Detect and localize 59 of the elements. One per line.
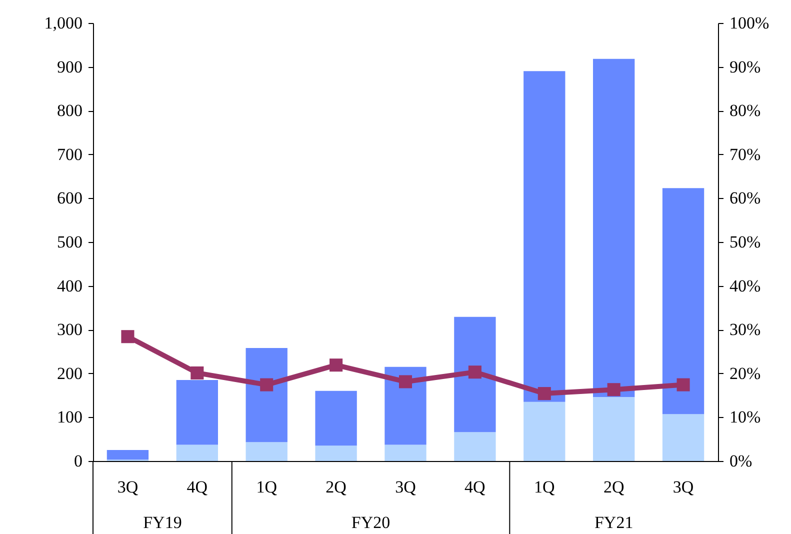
- bar: [384, 444, 426, 461]
- y2-tick-label: 90%: [730, 57, 761, 76]
- y-tick-label: 0: [74, 452, 82, 470]
- text: FY19: [143, 513, 182, 532]
- x-tick-label: 2Q: [326, 478, 346, 496]
- point: [607, 383, 620, 396]
- point: [121, 330, 134, 344]
- x-tick-label: 1Q: [256, 478, 277, 496]
- point: [468, 366, 482, 379]
- x-tick-label: 4Q: [186, 478, 208, 496]
- bar: [315, 390, 357, 446]
- y2-tick-label: 60%: [730, 188, 761, 208]
- point: [330, 358, 343, 372]
- y2-tick-label: 30%: [730, 320, 761, 340]
- y-tick-label: 1,000: [44, 14, 82, 32]
- bar: [454, 432, 496, 461]
- bar: [593, 397, 635, 461]
- bar: [246, 442, 288, 461]
- y2-tick-label: 50%: [730, 232, 761, 252]
- y-tick-label: 200: [57, 364, 82, 383]
- point: [676, 378, 690, 392]
- bar: [106, 450, 149, 460]
- y-tick-label: 700: [57, 144, 82, 164]
- x-tick-label: 3Q: [395, 478, 416, 496]
- bar: [176, 380, 218, 445]
- bar: [593, 58, 635, 398]
- bar: [315, 446, 357, 461]
- x-tick-label: 3Q: [117, 478, 138, 496]
- y2-tick-label: 80%: [730, 101, 761, 120]
- x-tick-label: 1Q: [534, 478, 555, 496]
- bar: [454, 316, 496, 432]
- x-tick-label: 3Q: [672, 478, 694, 496]
- y2-tick-label: 100%: [730, 14, 770, 32]
- y-tick-label: 900: [57, 57, 82, 76]
- y-tick-label: 600: [57, 188, 82, 208]
- y-tick-label: 800: [57, 101, 82, 120]
- x-tick-label: 4Q: [464, 478, 486, 496]
- y-tick-label: 300: [57, 320, 82, 340]
- y2-tick-label: 10%: [730, 408, 761, 427]
- x-tick-label: 2Q: [603, 478, 624, 496]
- y2-tick-label: 0%: [730, 452, 752, 470]
- y-tick-label: 100: [57, 408, 82, 427]
- point: [398, 375, 412, 388]
- bar: [524, 71, 566, 402]
- bar: [662, 188, 704, 414]
- bar: [246, 348, 288, 442]
- y-tick-label: 400: [57, 276, 82, 296]
- y-tick-label: 500: [57, 232, 82, 252]
- y2-tick-label: 70%: [730, 144, 761, 164]
- y2-tick-label: 20%: [730, 364, 761, 383]
- text: FY21: [594, 513, 634, 532]
- text: FY20: [351, 513, 390, 532]
- y2-tick-label: 40%: [730, 276, 761, 296]
- point: [190, 366, 204, 380]
- bar: [662, 414, 704, 461]
- bar: [176, 444, 218, 461]
- point: [260, 378, 274, 392]
- point: [538, 387, 551, 400]
- bar: [524, 402, 566, 461]
